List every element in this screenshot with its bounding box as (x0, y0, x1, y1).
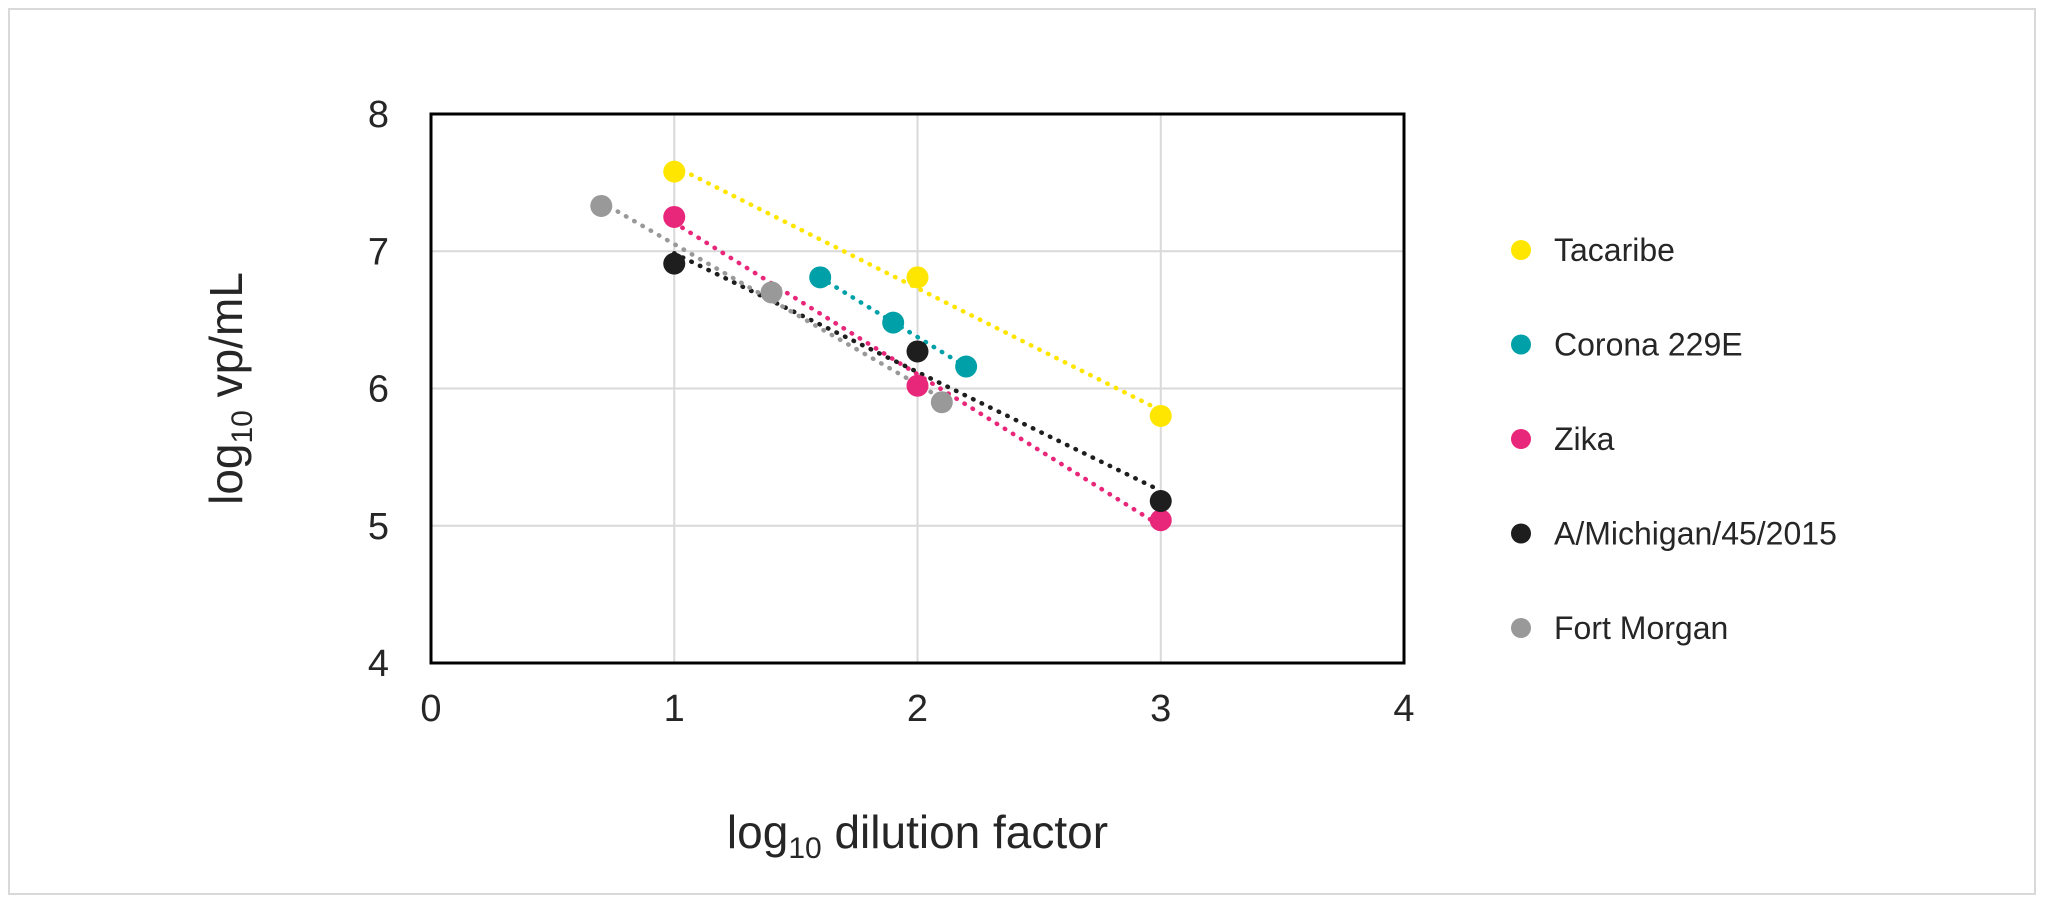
y-tick-label: 7 (368, 231, 389, 273)
data-point (906, 266, 929, 289)
data-point (1149, 404, 1172, 427)
data-point (760, 281, 783, 304)
data-points (590, 160, 1172, 532)
x-tick-label: 1 (664, 688, 685, 730)
legend-marker (1511, 334, 1531, 355)
x-tick-label: 4 (1393, 688, 1414, 730)
legend-label: A/Michigan/45/2015 (1554, 516, 1837, 552)
data-point (663, 160, 686, 183)
trendline (599, 199, 945, 401)
trendline (672, 220, 1163, 529)
data-point (1149, 490, 1172, 513)
legend-marker (1511, 523, 1531, 544)
data-point (882, 311, 905, 334)
data-point (906, 340, 929, 363)
data-point (809, 266, 832, 289)
data-point (590, 194, 613, 217)
plot-area-border (429, 112, 1406, 665)
x-tick-label: 2 (907, 688, 928, 730)
y-tick-label: 6 (368, 369, 389, 411)
legend-label: Zika (1554, 421, 1615, 457)
legend-marker (1511, 618, 1531, 638)
legend-label: Fort Morgan (1554, 610, 1728, 646)
x-tick-label: 3 (1150, 688, 1171, 730)
x-tick-label: 0 (420, 688, 441, 730)
legend: Tacaribe Corona 229E Zika A/Michigan/45/201… (1511, 232, 1837, 646)
data-point (663, 205, 686, 228)
legend-marker (1511, 240, 1531, 260)
data-point (1149, 509, 1172, 532)
trendlines (599, 163, 1163, 529)
y-tick-labels: 4 5 6 7 8 (368, 94, 389, 685)
x-axis-title: log10 dilution factor (727, 806, 1108, 865)
data-point (906, 374, 929, 397)
data-point (930, 391, 953, 414)
legend-label: Corona 229E (1554, 327, 1743, 363)
legend-marker (1511, 429, 1531, 449)
data-point (663, 252, 686, 275)
chart-frame (8, 8, 2036, 895)
data-point (955, 355, 978, 378)
y-tick-label: 5 (368, 506, 389, 548)
y-axis-title: log10 vp/mL (200, 272, 259, 505)
y-tick-label: 4 (368, 643, 389, 685)
x-tick-labels: 0 1 2 3 4 (420, 688, 1414, 730)
y-tick-label: 8 (368, 94, 389, 136)
legend-label: Tacaribe (1554, 232, 1675, 268)
